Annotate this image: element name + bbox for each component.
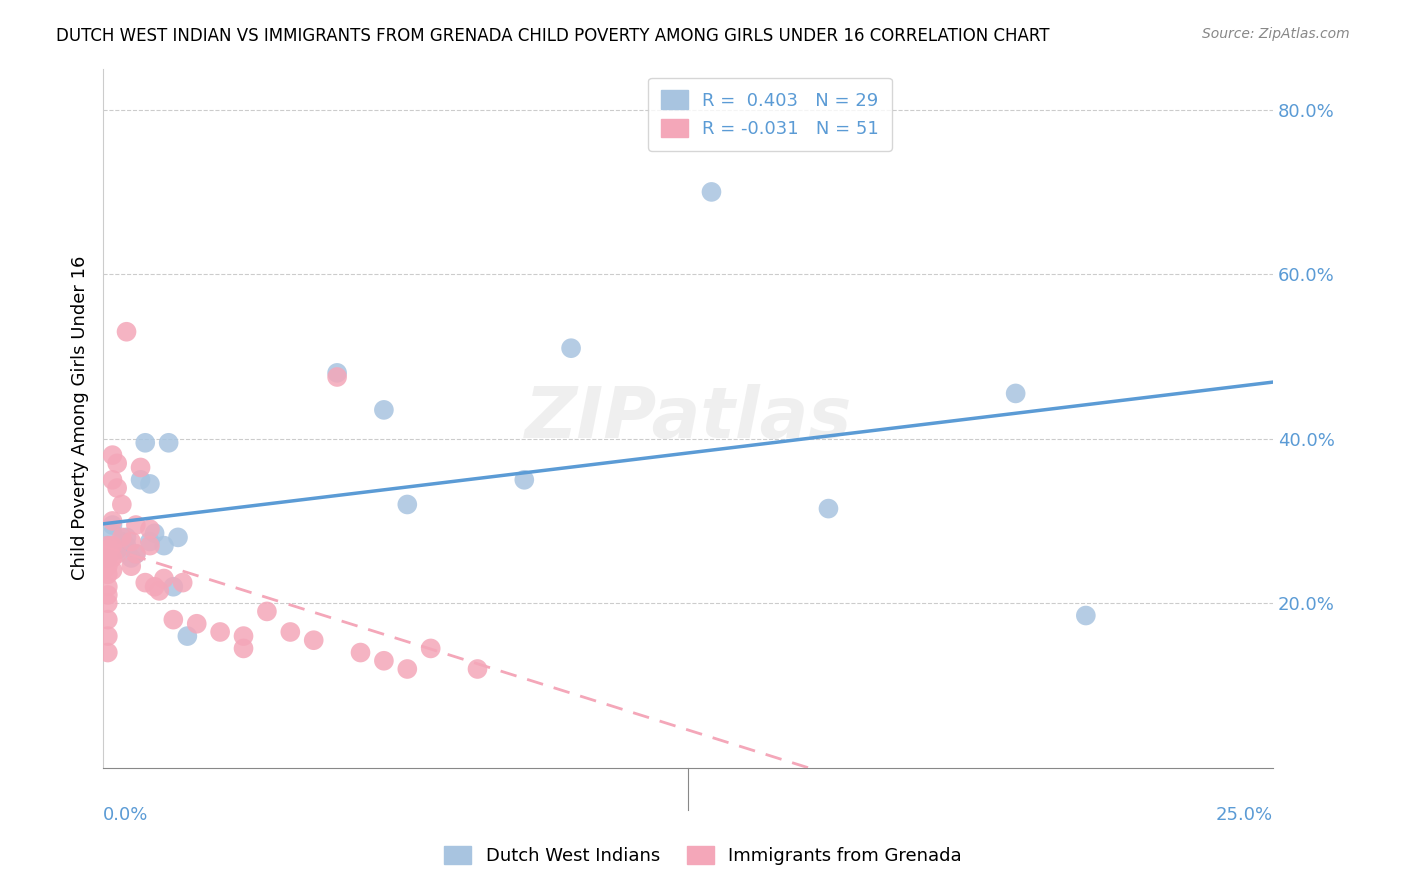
Point: [115, 325, 138, 339]
Point: [101, 563, 124, 577]
Point: [560, 341, 582, 355]
Point: [153, 539, 176, 553]
Point: [373, 403, 395, 417]
Point: [153, 572, 176, 586]
Point: [105, 542, 128, 557]
Text: ZIPatlas: ZIPatlas: [524, 384, 852, 452]
Point: [101, 448, 124, 462]
Legend: Dutch West Indians, Immigrants from Grenada: Dutch West Indians, Immigrants from Gren…: [434, 837, 972, 874]
Point: [143, 526, 166, 541]
Text: Source: ZipAtlas.com: Source: ZipAtlas.com: [1202, 27, 1350, 41]
Point: [143, 580, 166, 594]
Point: [101, 518, 124, 533]
Point: [302, 633, 325, 648]
Point: [105, 547, 128, 561]
Point: [91, 555, 114, 569]
Point: [97, 567, 120, 582]
Point: [97, 629, 120, 643]
Point: [139, 534, 162, 549]
Point: [349, 646, 371, 660]
Point: [167, 530, 190, 544]
Point: [105, 481, 128, 495]
Point: [97, 559, 120, 574]
Point: [101, 473, 124, 487]
Point: [101, 539, 124, 553]
Point: [111, 530, 134, 544]
Point: [278, 624, 301, 639]
Point: [111, 534, 134, 549]
Point: [125, 518, 148, 533]
Point: [326, 366, 349, 380]
Point: [125, 547, 148, 561]
Point: [326, 370, 349, 384]
Point: [232, 629, 254, 643]
Point: [134, 575, 156, 590]
Point: [209, 624, 232, 639]
Point: [700, 185, 723, 199]
Point: [97, 613, 120, 627]
Point: [232, 641, 254, 656]
Point: [97, 551, 120, 566]
Point: [396, 498, 419, 512]
Point: [419, 641, 441, 656]
Point: [120, 551, 142, 566]
Point: [125, 547, 148, 561]
Point: [101, 526, 124, 541]
Point: [97, 542, 120, 557]
Point: [97, 596, 120, 610]
Point: [1074, 608, 1097, 623]
Legend: R =  0.403   N = 29, R = -0.031   N = 51: R = 0.403 N = 29, R = -0.031 N = 51: [648, 78, 891, 151]
Point: [97, 580, 120, 594]
Point: [467, 662, 489, 676]
Point: [139, 539, 162, 553]
Text: 25.0%: 25.0%: [1216, 806, 1272, 824]
Point: [97, 588, 120, 602]
Point: [256, 604, 278, 618]
Point: [817, 501, 839, 516]
Point: [120, 559, 142, 574]
Point: [97, 551, 120, 566]
Point: [1004, 386, 1026, 401]
Point: [91, 563, 114, 577]
Point: [513, 473, 536, 487]
Point: [176, 629, 198, 643]
Point: [162, 613, 184, 627]
Point: [97, 539, 120, 553]
Point: [148, 583, 170, 598]
Point: [115, 530, 138, 544]
Point: [157, 435, 180, 450]
Text: DUTCH WEST INDIAN VS IMMIGRANTS FROM GRENADA CHILD POVERTY AMONG GIRLS UNDER 16 : DUTCH WEST INDIAN VS IMMIGRANTS FROM GRE…: [56, 27, 1050, 45]
Point: [115, 539, 138, 553]
Point: [139, 477, 162, 491]
Point: [105, 456, 128, 470]
Point: [396, 662, 419, 676]
Point: [111, 498, 134, 512]
Point: [97, 539, 120, 553]
Point: [97, 646, 120, 660]
Point: [186, 616, 208, 631]
Y-axis label: Child Poverty Among Girls Under 16: Child Poverty Among Girls Under 16: [72, 256, 89, 581]
Text: 0.0%: 0.0%: [103, 806, 149, 824]
Point: [139, 522, 162, 536]
Point: [120, 534, 142, 549]
Point: [129, 473, 152, 487]
Point: [373, 654, 395, 668]
Point: [129, 460, 152, 475]
Point: [172, 575, 194, 590]
Point: [101, 551, 124, 566]
Point: [162, 580, 184, 594]
Point: [101, 514, 124, 528]
Point: [134, 435, 156, 450]
